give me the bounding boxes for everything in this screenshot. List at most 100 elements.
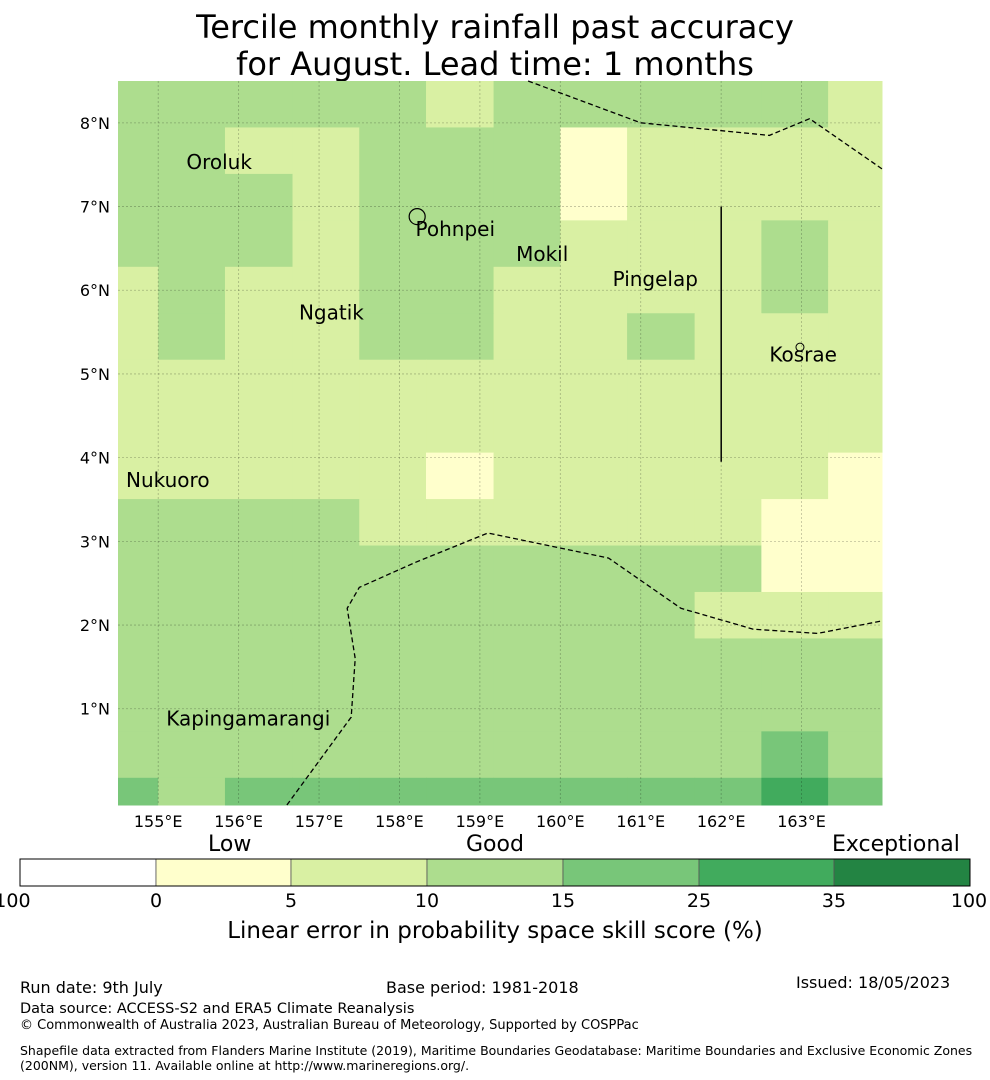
- skill-cell: [761, 127, 829, 175]
- colorbar: [19, 858, 971, 887]
- skill-cell: [292, 684, 360, 732]
- skill-cell: [761, 313, 829, 361]
- skill-cell: [359, 173, 427, 221]
- skill-cell: [359, 266, 427, 314]
- skill-cell: [694, 266, 762, 314]
- skill-cell: [828, 359, 883, 407]
- skill-cell: [359, 499, 427, 547]
- place-label: Kosrae: [769, 342, 837, 366]
- skill-cell: [627, 313, 696, 361]
- shapefile-credit-line-2: (200NM), version 11. Available online at…: [20, 1058, 470, 1073]
- skill-cell: [560, 591, 628, 639]
- skill-cell: [158, 313, 226, 361]
- skill-cell: [828, 638, 883, 686]
- skill-cell: [359, 545, 427, 593]
- skill-cell: [224, 127, 294, 175]
- skill-cell: [761, 731, 829, 779]
- skill-cell: [560, 499, 628, 547]
- skill-cell: [426, 684, 495, 732]
- skill-cell: [292, 266, 360, 314]
- skill-cell: [627, 731, 696, 779]
- skill-cell: [493, 731, 561, 779]
- place-label: Oroluk: [186, 150, 252, 174]
- skill-cell: [627, 359, 696, 407]
- colorbar-tick: 100: [950, 890, 988, 912]
- skill-cell: [158, 545, 226, 593]
- skill-cell: [560, 359, 628, 407]
- skill-cell: [224, 406, 294, 454]
- skill-cell: [118, 591, 159, 639]
- skill-cell: [761, 591, 829, 639]
- skill-cell: [493, 545, 561, 593]
- chart-title-line-1: Tercile monthly rainfall past accuracy: [196, 8, 794, 46]
- colorbar-segment: [155, 858, 292, 887]
- skill-cell: [627, 499, 696, 547]
- skill-cell: [426, 313, 495, 361]
- skill-cell: [694, 777, 762, 806]
- skill-cell: [292, 81, 360, 128]
- skill-cell: [828, 81, 883, 128]
- skill-cell: [426, 359, 495, 407]
- place-labels: Oroluk Pohnpei Mokil Pingelap Ngatik Kosrae Nu…: [126, 150, 837, 731]
- latitude-tick-label: 5°N: [80, 365, 110, 384]
- skill-cell: [158, 452, 226, 500]
- graticule: [118, 81, 882, 805]
- skill-cell: [694, 684, 762, 732]
- skill-cell: [828, 173, 883, 221]
- skill-cell: [359, 731, 427, 779]
- skill-cell: [292, 173, 360, 221]
- skill-cell: [359, 591, 427, 639]
- colorbar-frame: [19, 858, 971, 887]
- skill-cell: [828, 731, 883, 779]
- skill-cell: [560, 731, 628, 779]
- boundary-overlays: [286, 80, 883, 806]
- skill-cell: [761, 452, 829, 500]
- longitude-tick-label: 158°E: [375, 812, 424, 831]
- skill-grid: [118, 81, 883, 806]
- skill-cell: [627, 406, 696, 454]
- scale-word-good: Good: [466, 832, 524, 857]
- colorbar-segment: [833, 858, 971, 887]
- skill-cell: [493, 452, 561, 500]
- skill-cell: [359, 638, 427, 686]
- skill-cell: [694, 127, 762, 175]
- skill-cell: [292, 127, 360, 175]
- copyright-notice: © Commonwealth of Australia 2023, Austra…: [20, 1018, 639, 1033]
- skill-cell: [493, 173, 561, 221]
- skill-cell: [761, 266, 829, 314]
- latitude-tick-label: 8°N: [80, 114, 110, 133]
- latitude-tick-label: 1°N: [80, 700, 110, 719]
- skill-cell: [359, 220, 427, 268]
- skill-cell: [694, 313, 762, 361]
- skill-cell: [118, 173, 159, 221]
- colorbar-tick: 15: [550, 890, 576, 912]
- skill-cell: [224, 313, 294, 361]
- skill-cell: [426, 452, 495, 500]
- colorbar-segment: [290, 858, 428, 887]
- colorbar-tick: -100: [0, 890, 31, 912]
- eez-boundary-north: [527, 80, 883, 170]
- skill-cell: [426, 638, 495, 686]
- skill-cell: [224, 173, 294, 221]
- skill-cell: [426, 777, 495, 806]
- skill-cell: [224, 545, 294, 593]
- skill-cell: [118, 731, 159, 779]
- skill-cell: [761, 359, 829, 407]
- scale-word-low: Low: [208, 832, 252, 857]
- skill-cell: [224, 266, 294, 314]
- skill-cell: [118, 406, 159, 454]
- skill-cell: [158, 266, 226, 314]
- skill-cell: [292, 777, 360, 806]
- run-date: Run date: 9th July: [20, 978, 163, 997]
- colorbar-segment: [19, 858, 157, 887]
- longitude-tick-label: 155°E: [134, 812, 183, 831]
- skill-cell: [493, 127, 561, 175]
- skill-cell: [359, 81, 427, 128]
- skill-cell: [158, 406, 226, 454]
- skill-cell: [359, 127, 427, 175]
- skill-cell: [224, 499, 294, 547]
- skill-cell: [359, 359, 427, 407]
- skill-cell: [828, 406, 883, 454]
- skill-cell: [426, 591, 495, 639]
- skill-cell: [761, 777, 829, 806]
